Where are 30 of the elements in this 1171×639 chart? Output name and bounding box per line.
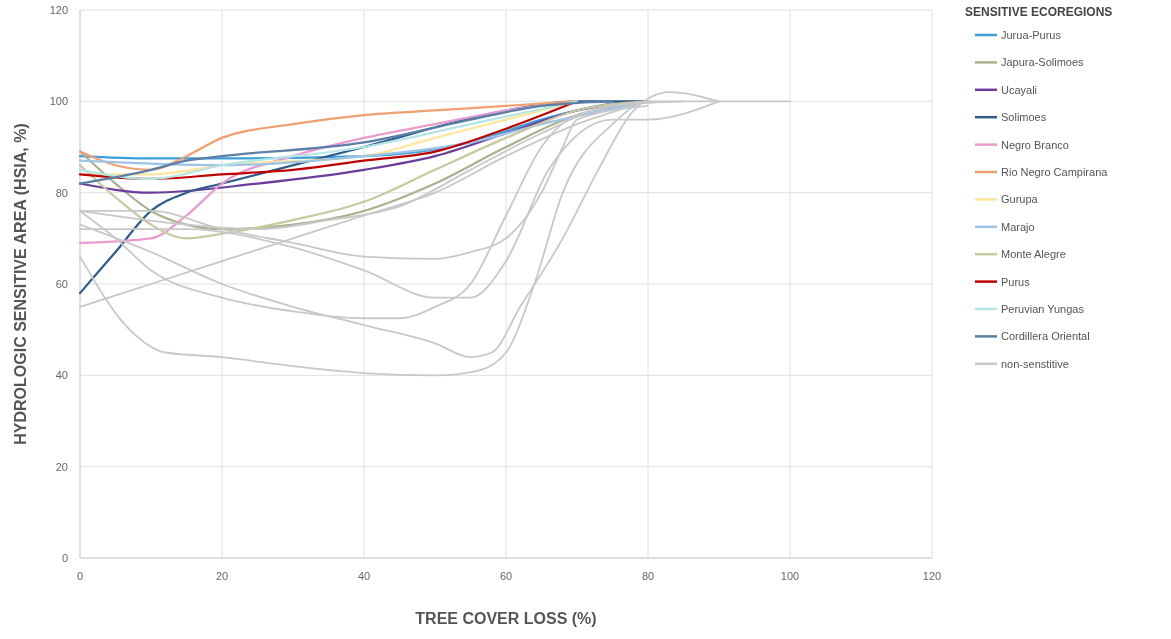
legend-label: Ucayali (1001, 83, 1038, 96)
y-tick-label: 20 (55, 460, 68, 473)
legend-label: Peruvian Yungas (1001, 303, 1085, 315)
legend-title: SENSITIVE ECOREGIONS (965, 5, 1113, 19)
legend-label: Solimoes (1001, 111, 1047, 124)
x-tick-label: 20 (215, 570, 229, 582)
legend-label: Gurupa (1001, 193, 1039, 206)
x-tick-label: 80 (641, 570, 655, 582)
x-tick-label: 60 (499, 570, 513, 582)
y-tick-label: 120 (49, 4, 68, 16)
x-tick-label: 40 (357, 570, 371, 582)
legend-label: Negro Branco (1001, 138, 1069, 151)
legend-label: Marajo (1001, 220, 1035, 233)
y-tick-label: 60 (55, 278, 68, 290)
legend-label: Japura-Solimoes (1001, 56, 1085, 69)
y-axis-title: HYDROLOGIC SENSITIVE AREA (HSIA, %) (12, 123, 29, 445)
legend-label: Monte Alegre (1001, 248, 1066, 261)
y-tick-label: 100 (49, 95, 68, 108)
x-tick-label: 100 (780, 570, 800, 582)
x-tick-label: 0 (76, 570, 84, 582)
x-tick-label: 120 (922, 570, 942, 582)
legend-label: non-senstitive (1001, 357, 1069, 370)
legend-label: Rio Negro Campirana (1001, 166, 1109, 178)
legend-label: Jurua-Purus (1001, 29, 1062, 41)
legend-label: Cordillera Oriental (1001, 330, 1090, 343)
x-axis-title: TREE COVER LOSS (%) (415, 610, 597, 627)
y-tick-label: 0 (61, 552, 68, 564)
y-tick-label: 40 (55, 369, 68, 382)
y-tick-label: 80 (55, 186, 68, 199)
legend-label: Purus (1001, 275, 1031, 288)
